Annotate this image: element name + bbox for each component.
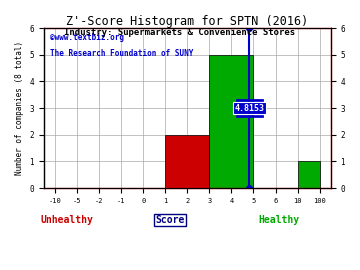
Text: 4.8153: 4.8153 xyxy=(234,103,264,113)
Text: ©www.textbiz.org: ©www.textbiz.org xyxy=(50,33,123,42)
Bar xyxy=(165,135,209,188)
Text: Score: Score xyxy=(156,215,185,225)
Text: Healthy: Healthy xyxy=(258,215,300,225)
Text: Industry: Supermarkets & Convenience Stores: Industry: Supermarkets & Convenience Sto… xyxy=(64,28,296,37)
Bar xyxy=(209,55,253,188)
Text: The Research Foundation of SUNY: The Research Foundation of SUNY xyxy=(50,49,193,58)
Y-axis label: Number of companies (8 total): Number of companies (8 total) xyxy=(15,41,24,175)
Text: Unhealthy: Unhealthy xyxy=(40,215,93,225)
Title: Z'-Score Histogram for SPTN (2016): Z'-Score Histogram for SPTN (2016) xyxy=(66,15,309,28)
Bar xyxy=(298,161,320,188)
